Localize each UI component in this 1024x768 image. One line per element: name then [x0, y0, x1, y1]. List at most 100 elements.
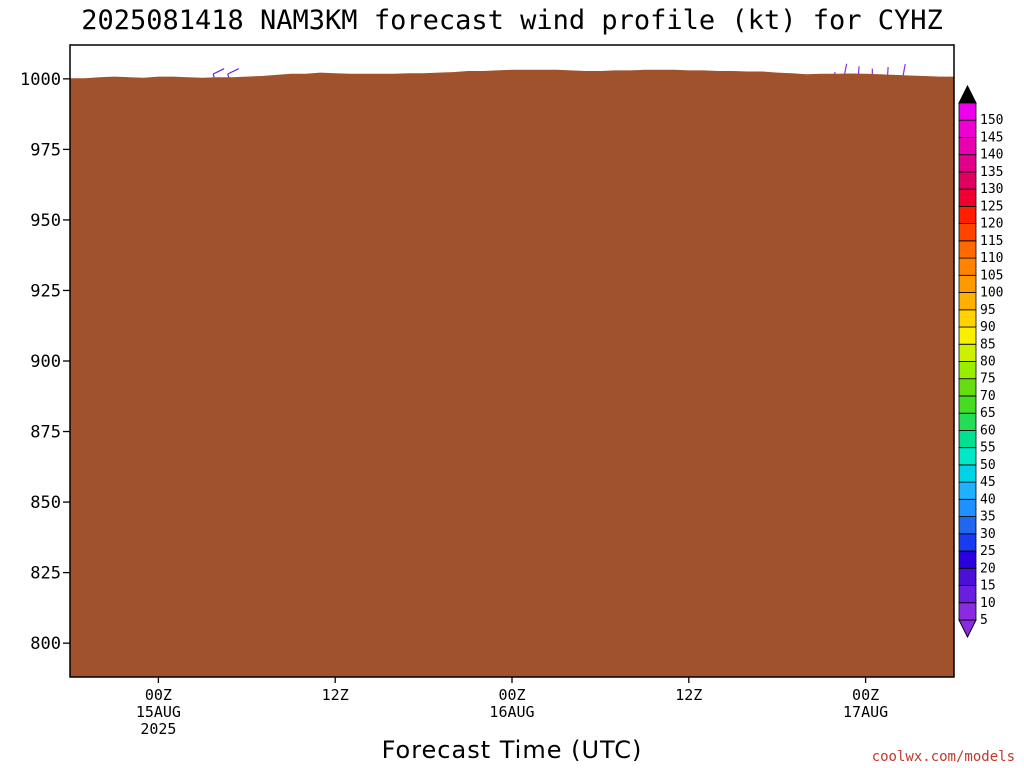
wind-barb — [70, 126, 74, 130]
chart-title: 2025081418 NAM3KM forecast wind profile … — [81, 5, 943, 36]
wind-barb — [70, 662, 74, 666]
x-tick-label: 2025 — [140, 720, 176, 738]
y-tick-label: 925 — [30, 281, 61, 301]
colorbar-swatch — [958, 205, 977, 224]
y-tick-label: 875 — [30, 423, 61, 443]
wind-barb — [70, 465, 74, 469]
colorbar-label: 100 — [980, 286, 1003, 301]
wind-barb — [70, 169, 74, 173]
colorbar-swatch — [958, 223, 977, 242]
colorbar-label: 110 — [980, 251, 1003, 266]
colorbar-min-arrow — [958, 619, 977, 639]
colorbar-swatch — [958, 447, 977, 466]
colorbar-swatch — [958, 343, 977, 362]
x-tick-label: 00Z — [852, 686, 879, 704]
wind-barb — [70, 267, 74, 271]
colorbar-max-arrow — [958, 84, 977, 104]
wind-barb — [70, 324, 74, 327]
wind-barb — [70, 253, 74, 257]
colorbar-label: 135 — [980, 165, 1003, 180]
wind-barb — [70, 183, 74, 187]
colorbar-label: 130 — [980, 182, 1003, 197]
colorbar-swatch — [958, 395, 977, 414]
y-axis: 800 825 850 875 900 925 950 975 1000 — [20, 70, 70, 654]
colorbar-label: 25 — [980, 544, 996, 559]
colorbar-swatch — [958, 188, 977, 207]
colorbar-swatch — [958, 378, 977, 397]
colorbar-label: 50 — [980, 458, 996, 473]
wind-barb — [70, 620, 74, 623]
colorbar-label: 105 — [980, 268, 1003, 283]
colorbar-label: 85 — [980, 337, 996, 352]
colorbar-swatch — [958, 137, 977, 156]
y-tick-label: 1000 — [20, 70, 61, 90]
x-tick-label: 15AUG — [136, 703, 181, 721]
colorbar-label: 120 — [980, 217, 1003, 232]
colorbar-swatch — [958, 550, 977, 569]
colorbar-label: 45 — [980, 475, 996, 490]
colorbar-label: 5 — [980, 613, 988, 628]
y-tick-label: 825 — [30, 564, 61, 584]
colorbar-label: 30 — [980, 527, 996, 542]
colorbar-label: 60 — [980, 423, 996, 438]
colorbar-label: 75 — [980, 372, 996, 387]
wind-barb — [70, 592, 74, 595]
wind-barb — [70, 98, 74, 102]
y-tick-label: 975 — [30, 140, 61, 160]
x-tick-label: 00Z — [145, 686, 172, 704]
wind-barb — [70, 112, 74, 116]
x-tick-label: 12Z — [675, 686, 702, 704]
y-tick-label: 850 — [30, 493, 61, 513]
wind-barb — [70, 521, 74, 524]
colorbar-swatch — [958, 602, 977, 621]
colorbar-swatch — [958, 361, 977, 380]
colorbar-swatch — [958, 309, 977, 328]
colorbar-label: 20 — [980, 561, 996, 576]
colorbar-label: 140 — [980, 148, 1003, 163]
colorbar-swatch — [958, 516, 977, 535]
colorbar-swatch — [958, 171, 977, 190]
x-axis-title: Forecast Time (UTC) — [382, 736, 643, 764]
colorbar-swatch — [958, 481, 977, 500]
colorbar-swatch — [958, 326, 977, 345]
x-tick-label: 12Z — [322, 686, 349, 704]
colorbar-swatch — [958, 585, 977, 604]
speed-colorbar: 5 10 15 20 25 30 35 40 45 50 55 60 65 70 75 80 85 90 95 100… — [958, 84, 1003, 639]
colorbar-label: 55 — [980, 441, 996, 456]
colorbar-swatch — [958, 274, 977, 293]
colorbar-label: 65 — [980, 406, 996, 421]
wind-barb — [70, 549, 74, 552]
wind-barb — [70, 394, 74, 398]
x-tick-label: 16AUG — [489, 703, 534, 721]
colorbar-label: 150 — [980, 113, 1003, 128]
wind-barb — [70, 380, 74, 384]
credit-link[interactable]: coolwx.com/models — [872, 749, 1015, 765]
wind-barb — [70, 535, 74, 538]
wind-barb — [70, 239, 74, 243]
colorbar-label: 10 — [980, 596, 996, 611]
colorbar-swatch — [958, 464, 977, 483]
colorbar-label: 145 — [980, 131, 1003, 146]
x-tick-label: 00Z — [498, 686, 525, 704]
wind-barb — [70, 310, 74, 313]
colorbar-swatch — [958, 567, 977, 586]
colorbar-label: 125 — [980, 199, 1003, 214]
colorbar-label: 80 — [980, 355, 996, 370]
colorbar-swatch — [958, 119, 977, 138]
y-tick-label: 800 — [30, 634, 61, 654]
wind-barb — [70, 451, 74, 454]
colorbar-label: 90 — [980, 320, 996, 335]
colorbar-label: 70 — [980, 389, 996, 404]
colorbar-label: 95 — [980, 303, 996, 318]
wind-barb — [70, 479, 74, 483]
colorbar-label: 15 — [980, 579, 996, 594]
x-tick-label: 17AUG — [843, 703, 888, 721]
colorbar-swatch — [958, 533, 977, 552]
wind-barb — [70, 606, 74, 609]
colorbar-swatch — [958, 292, 977, 311]
wind-barb — [70, 338, 74, 341]
colorbar-label: 40 — [980, 492, 996, 507]
colorbar-swatch — [958, 154, 977, 173]
